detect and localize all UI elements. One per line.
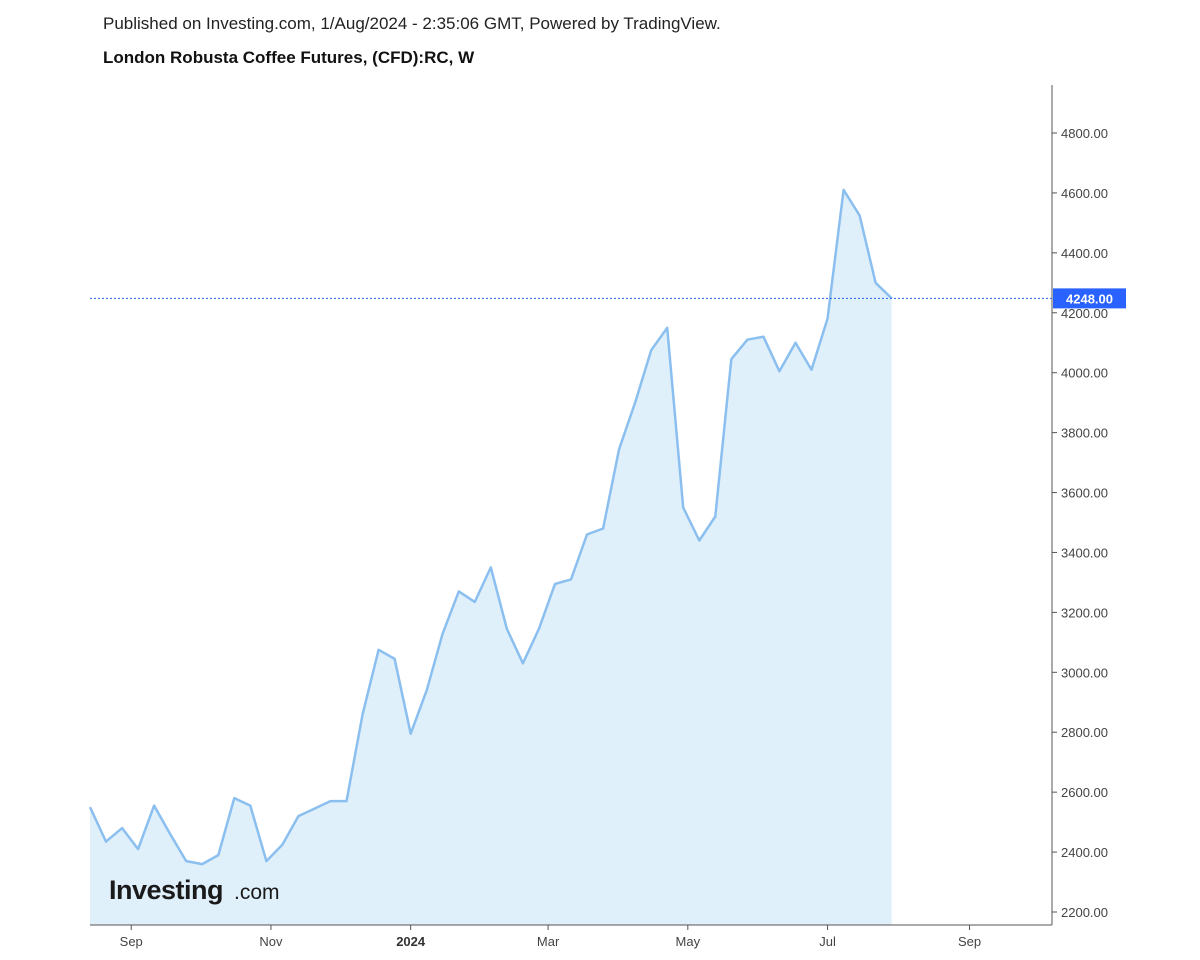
x-tick-label: Mar: [537, 934, 560, 949]
y-tick-label: 4800.00: [1061, 126, 1108, 141]
chart-title: London Robusta Coffee Futures, (CFD):RC,…: [103, 48, 475, 67]
x-tick-label: 2024: [396, 934, 426, 949]
y-tick-label: 4600.00: [1061, 186, 1108, 201]
y-tick-label: 3000.00: [1061, 665, 1108, 680]
x-tick-label: Sep: [120, 934, 143, 949]
investing-logo: Investing .com: [109, 875, 280, 905]
logo-sub-text: .com: [234, 881, 280, 904]
y-tick-label: 2600.00: [1061, 785, 1108, 800]
y-tick-label: 2400.00: [1061, 845, 1108, 860]
price-line: [88, 188, 893, 866]
x-tick-label: May: [676, 934, 701, 949]
logo-main-text: Investing: [109, 875, 223, 905]
x-tick-label: Sep: [958, 934, 981, 949]
x-tick-label: Jul: [819, 934, 836, 949]
y-tick-label: 4000.00: [1061, 366, 1108, 381]
y-tick-label: 4400.00: [1061, 246, 1108, 261]
x-tick-label: Nov: [259, 934, 283, 949]
line-layer: [88, 188, 893, 866]
axis-layer: 2200.00 2400.00 2600.00 2800.00 3000.00 3200.…: [90, 85, 1108, 949]
price-area: [90, 189, 892, 925]
y-tick-label: 3600.00: [1061, 486, 1108, 501]
published-note: Published on Investing.com, 1/Aug/2024 -…: [103, 14, 721, 33]
y-tick-label: 3200.00: [1061, 605, 1108, 620]
y-tick-label: 3400.00: [1061, 545, 1108, 560]
current-price-layer: 4248.00: [90, 288, 1126, 309]
area-layer: [90, 189, 892, 925]
y-tick-label: 4200.00: [1061, 306, 1108, 321]
current-price-badge: [1053, 288, 1126, 309]
y-tick-label: 2200.00: [1061, 905, 1108, 920]
y-tick-label: 2800.00: [1061, 725, 1108, 740]
y-tick-label: 3800.00: [1061, 426, 1108, 441]
current-price-label: 4248.00: [1066, 291, 1113, 306]
